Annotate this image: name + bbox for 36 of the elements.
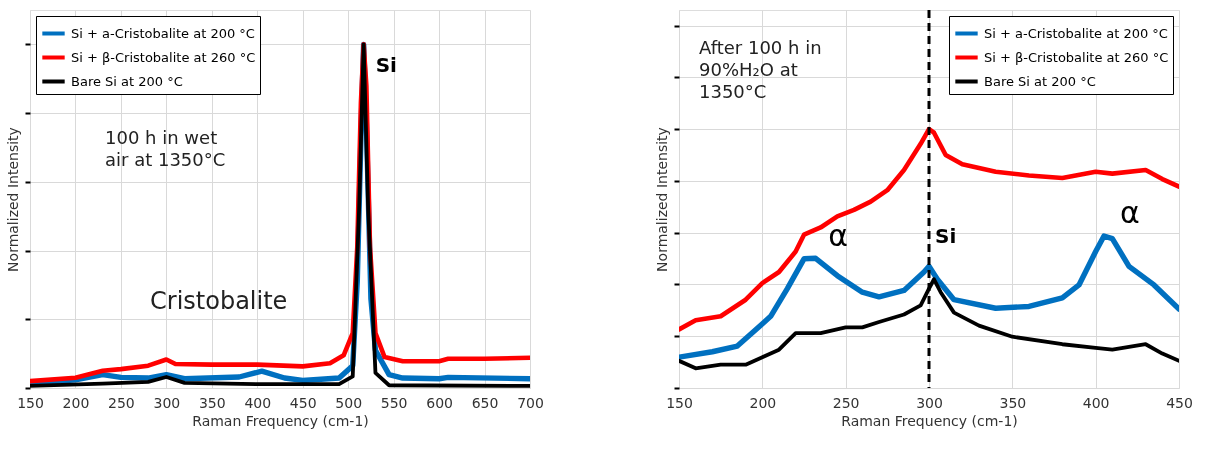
x-tick-label: 350 — [999, 394, 1027, 411]
annotation: 100 h in wet air at 1350°C — [105, 127, 226, 170]
x-tick-label: 700 — [517, 394, 544, 411]
x-tick-label: 150 — [17, 394, 44, 411]
x-tick-label: 300 — [153, 394, 181, 411]
annotation: Cristobalite — [150, 287, 288, 315]
x-tick-label: 650 — [471, 394, 499, 411]
x-axis-title: Raman Frequency (cm-1) — [192, 412, 369, 429]
x-axis-title: Raman Frequency (cm-1) — [841, 412, 1018, 429]
x-tick-label: 400 — [1082, 394, 1110, 411]
x-tick-label: 300 — [916, 394, 943, 411]
ref-line-label: Si — [935, 223, 957, 248]
y-axis-title: Normalized Intensity — [653, 127, 670, 272]
legend-label: Bare Si at 200 °C — [984, 73, 1096, 89]
legend-label: Si + β-Cristobalite at 260 °C — [984, 49, 1169, 65]
legend-label: Si + a-Cristobalite at 200 °C — [71, 25, 255, 41]
x-tick-label: 350 — [198, 394, 226, 411]
legend-label: Bare Si at 200 °C — [71, 73, 183, 89]
legend-label: Si + β-Cristobalite at 260 °C — [71, 49, 256, 65]
x-tick-label: 400 — [244, 394, 272, 411]
y-axis-title: Normalized Intensity — [4, 127, 21, 272]
x-tick-label: 550 — [380, 394, 408, 411]
text: After 100 h in 90%H₂O at 1350°C — [699, 37, 822, 102]
x-tick-label: 150 — [666, 394, 693, 411]
legend-label: Si + a-Cristobalite at 200 °C — [984, 25, 1168, 41]
x-tick-label: 200 — [62, 394, 90, 411]
x-tick-label: 450 — [1166, 394, 1193, 411]
x-tick-label: 200 — [749, 394, 777, 411]
annotation: Si — [375, 53, 397, 78]
x-tick-label: 250 — [108, 394, 135, 411]
x-tick-label: 450 — [289, 394, 317, 411]
annotation: α — [828, 217, 849, 253]
x-tick-label: 250 — [832, 394, 860, 411]
x-tick-label: 500 — [335, 394, 363, 411]
x-tick-label: 600 — [426, 394, 453, 411]
annotation: α — [1120, 195, 1140, 231]
